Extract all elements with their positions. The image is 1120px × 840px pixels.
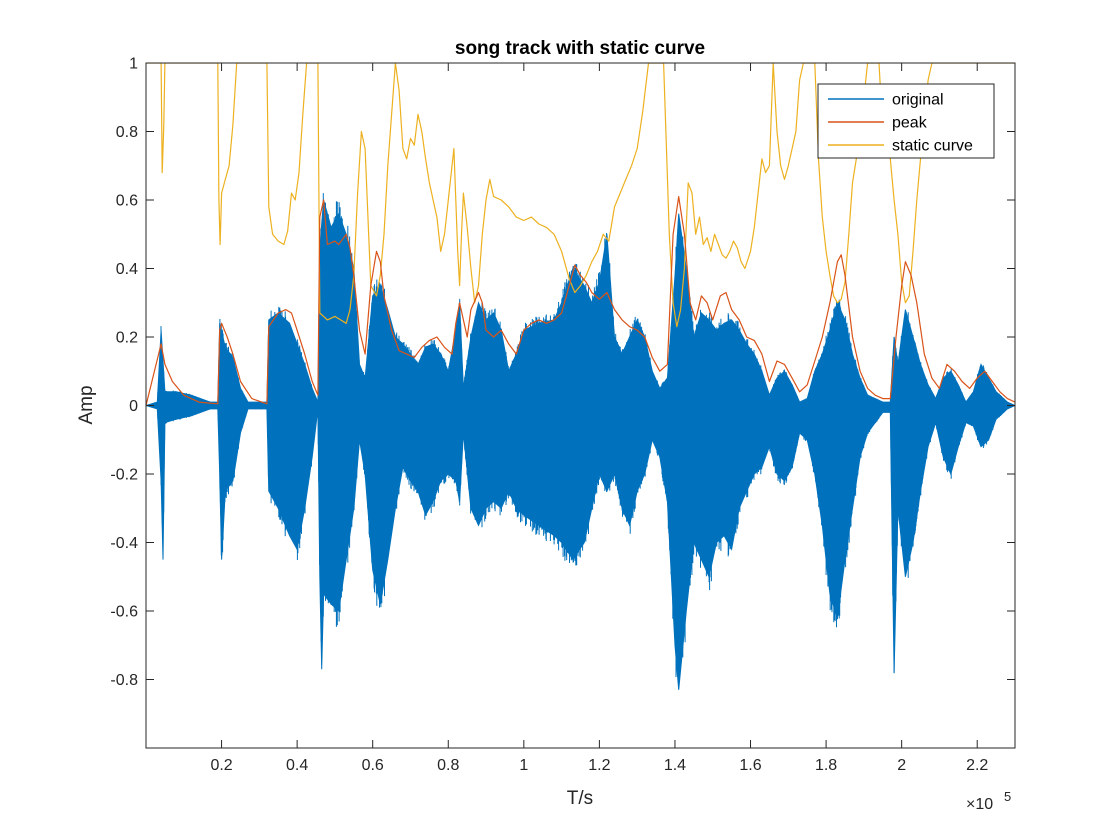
- y-tick-label: 0.2: [116, 330, 138, 347]
- legend-label-peak: peak: [892, 115, 928, 132]
- x-tick-label: 0.2: [210, 757, 232, 774]
- legend-label-static-curve: static curve: [892, 138, 973, 155]
- series-original-wave: [146, 193, 1015, 677]
- x-tick-label: 1: [519, 757, 528, 774]
- x-tick-label: 2.2: [966, 757, 988, 774]
- legend-label-original: original: [892, 92, 944, 109]
- y-tick-label: -0.6: [110, 604, 138, 621]
- series-layer: [146, 63, 1015, 690]
- y-tick-label: 0: [129, 398, 138, 415]
- x-axis-exponent-power: 5: [1004, 789, 1011, 804]
- x-axis-label: T/s: [567, 788, 593, 809]
- x-tick-label: 0.8: [437, 757, 459, 774]
- y-tick-label: 0.6: [116, 193, 138, 210]
- x-axis: 0.2 0.4 0.6 0.8 1 1.2 1.4 1.6 1.8 2 2.2: [210, 63, 988, 774]
- chart-title: song track with static curve: [455, 38, 705, 59]
- x-tick-label: 1.8: [815, 757, 837, 774]
- y-tick-label: 0.4: [116, 261, 138, 278]
- series-static-curve-line: [146, 63, 1015, 328]
- y-axis-label: Amp: [76, 385, 97, 424]
- legend: original peak static curve: [817, 83, 995, 159]
- x-tick-label: 2: [897, 757, 906, 774]
- y-tick-label: -0.2: [110, 467, 138, 484]
- y-tick-label: -0.8: [110, 672, 138, 689]
- y-tick-label: 0.8: [116, 124, 138, 141]
- y-tick-label: -0.4: [110, 535, 138, 552]
- series-peak-line: [146, 196, 1015, 406]
- x-tick-label: 1.4: [664, 757, 686, 774]
- y-axis: -0.8 -0.6 -0.4 -0.2 0 0.2 0.4 0.6 0.8 1: [110, 56, 1015, 689]
- x-axis-exponent: ×10 5: [966, 789, 1011, 813]
- x-tick-label: 1.2: [588, 757, 610, 774]
- x-axis-exponent-base: ×10: [966, 796, 993, 813]
- x-tick-label: 0.6: [362, 757, 384, 774]
- x-tick-label: 0.4: [286, 757, 308, 774]
- y-tick-label: 1: [129, 56, 138, 73]
- x-tick-label: 1.6: [739, 757, 761, 774]
